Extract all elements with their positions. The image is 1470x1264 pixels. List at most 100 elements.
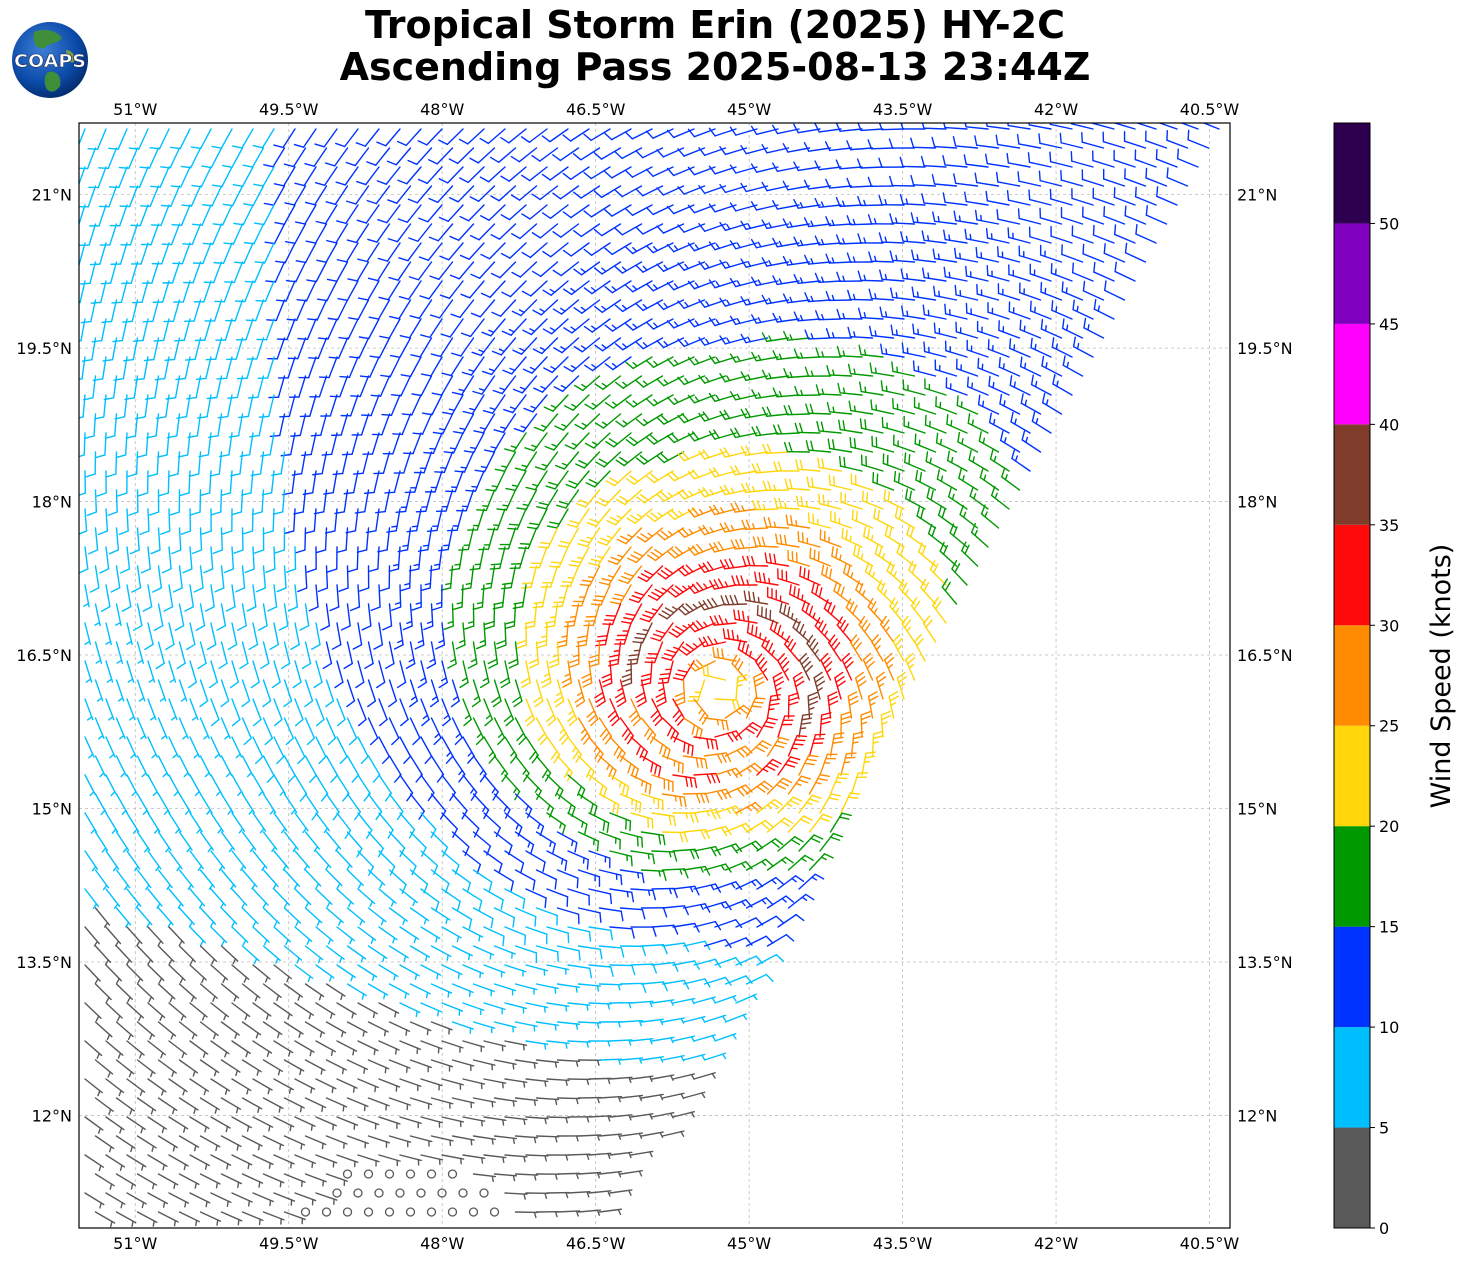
wind-barb xyxy=(136,983,155,1003)
wind-barb xyxy=(121,584,132,612)
colorbar-bin xyxy=(1334,625,1370,726)
wind-barb xyxy=(412,413,433,435)
wind-barb xyxy=(529,546,548,569)
wind-barb xyxy=(220,1173,243,1189)
wind-barb xyxy=(766,817,794,833)
wind-barb xyxy=(252,1078,273,1095)
wind-barb xyxy=(315,698,325,727)
wind-barb xyxy=(242,508,254,535)
wind-barb xyxy=(399,964,420,981)
wind-barb xyxy=(836,616,853,643)
wind-barb xyxy=(740,445,769,456)
wind-barb xyxy=(784,635,800,662)
wind-barb xyxy=(1050,263,1073,282)
wind-barb xyxy=(315,812,330,834)
wind-barb xyxy=(430,831,449,857)
colorbar-tick-label: 45 xyxy=(1379,315,1399,334)
wind-barb xyxy=(262,1059,284,1076)
wind-barb xyxy=(420,1002,442,1017)
wind-barb xyxy=(787,735,808,757)
wind-barb xyxy=(273,964,292,983)
wind-barb xyxy=(556,489,580,509)
wind-barb xyxy=(293,128,317,148)
wind-barb xyxy=(512,375,538,394)
wind-barb xyxy=(556,1135,581,1142)
wind-barb xyxy=(357,1002,378,1019)
wind-barb xyxy=(750,201,779,211)
wind-barb xyxy=(199,793,213,815)
wind-barb xyxy=(512,679,523,708)
wind-barb xyxy=(783,330,811,341)
wind-barb xyxy=(1017,208,1042,225)
wind-barb xyxy=(562,166,590,180)
wind-barb xyxy=(115,983,134,1003)
wind-barb xyxy=(583,318,611,333)
wind-barb xyxy=(152,280,170,304)
wind-barb xyxy=(753,672,765,700)
wind-barb xyxy=(157,793,171,815)
wind-barb xyxy=(531,147,559,162)
wind-barb xyxy=(136,945,154,965)
wind-barb xyxy=(263,147,286,168)
wind-barb xyxy=(1006,190,1031,206)
wind-barb xyxy=(967,413,989,434)
wind-barb xyxy=(378,1040,400,1055)
wind-barb xyxy=(1104,280,1126,301)
wind-barb xyxy=(787,893,815,909)
wind-barb xyxy=(859,418,884,434)
wind-barb xyxy=(521,242,548,259)
wind-barb xyxy=(283,1211,306,1225)
wind-barb xyxy=(745,973,774,985)
wind-barb xyxy=(388,546,401,572)
wind-barb xyxy=(346,1097,369,1112)
wind-barb xyxy=(407,185,433,204)
wind-barb xyxy=(504,964,527,977)
wind-barb xyxy=(777,796,803,814)
wind-barb xyxy=(112,318,128,343)
wind-barb xyxy=(130,204,149,227)
wind-barb xyxy=(546,1002,570,1012)
wind-barb xyxy=(520,128,548,143)
wind-barb xyxy=(235,318,254,341)
wind-barb xyxy=(359,356,380,378)
wind-barb xyxy=(614,337,643,351)
wind-barb xyxy=(126,451,139,478)
wind-barb xyxy=(735,801,763,814)
wind-barb xyxy=(399,926,420,944)
wind-barb xyxy=(754,571,779,586)
wind-barb xyxy=(375,489,391,514)
wind-barb xyxy=(438,204,464,222)
wind-barb xyxy=(546,736,561,764)
wind-barb xyxy=(252,128,275,149)
wind-barb xyxy=(304,185,328,206)
wind-barb xyxy=(598,831,621,850)
wind-barb xyxy=(703,863,732,873)
wind-barb xyxy=(1071,188,1094,206)
wind-barb xyxy=(825,328,853,339)
wind-barb xyxy=(84,888,100,910)
wind-barb xyxy=(714,994,737,1004)
wind-barb xyxy=(963,154,989,168)
wind-barb xyxy=(672,736,694,757)
wind-barb xyxy=(275,280,296,302)
wind-barb xyxy=(651,1074,675,1081)
wind-barb xyxy=(447,1169,458,1179)
wind-barb xyxy=(452,584,464,611)
wind-barb xyxy=(782,293,811,304)
wind-barb xyxy=(342,1207,353,1217)
wind-barb xyxy=(868,251,895,263)
wind-barb xyxy=(346,717,358,746)
wind-barb xyxy=(762,443,790,455)
wind-barb xyxy=(84,413,97,440)
wind-barb xyxy=(1038,170,1063,187)
wind-barb xyxy=(615,451,643,467)
wind-barb xyxy=(136,641,144,664)
wind-barb xyxy=(85,451,97,478)
wind-barb xyxy=(353,1188,363,1198)
wind-barb xyxy=(792,671,805,700)
wind-barb xyxy=(840,752,857,776)
wind-barb xyxy=(604,280,632,294)
wind-barb xyxy=(703,938,732,949)
x-tick-label-top: 43.5°W xyxy=(873,100,933,119)
wind-barb xyxy=(525,1116,549,1125)
